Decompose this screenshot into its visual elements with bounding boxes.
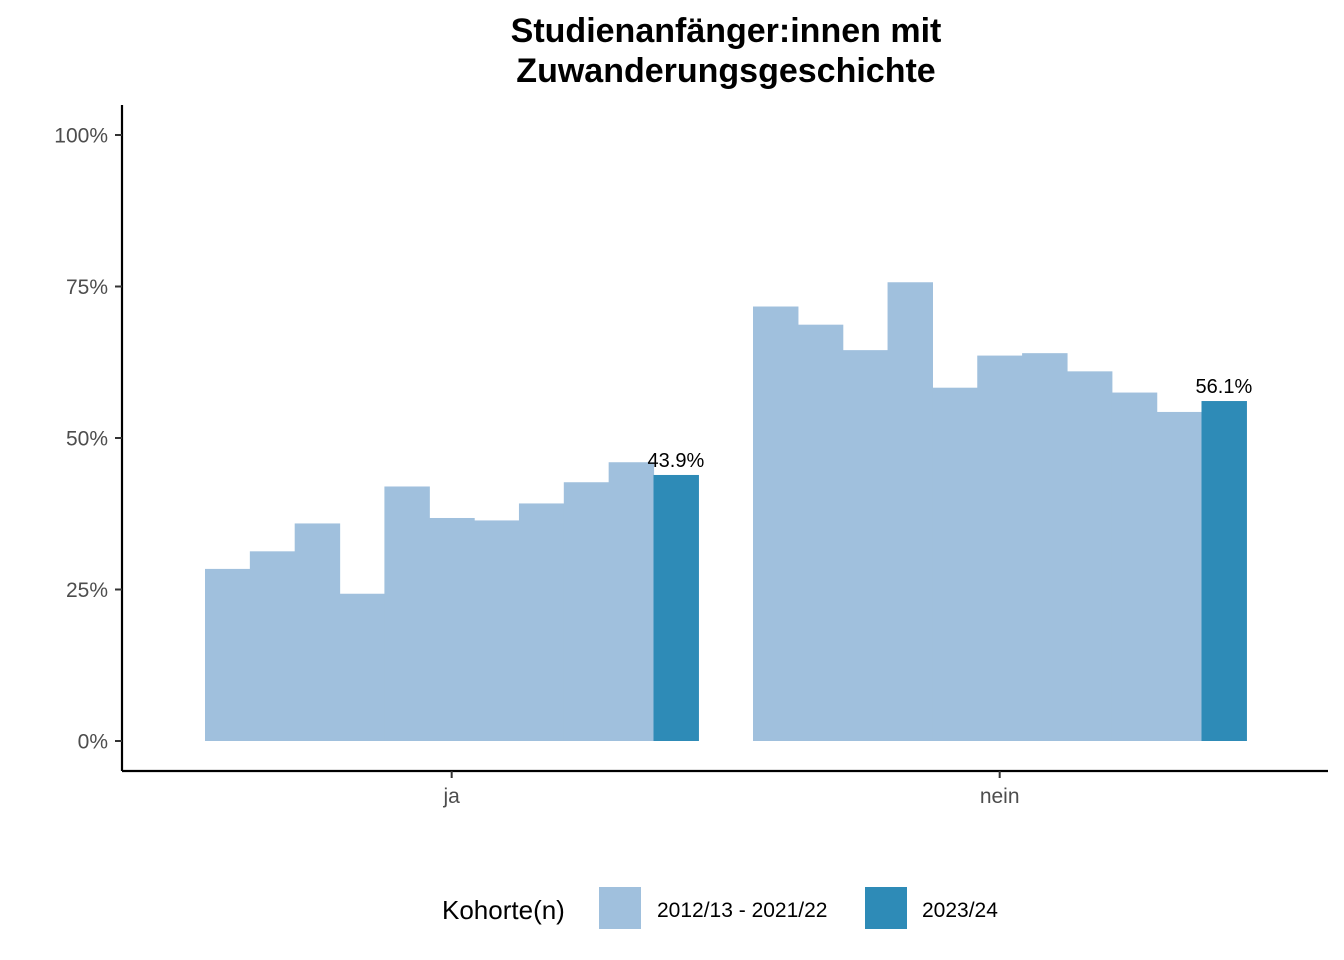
data-label-ja: 43.9% [648, 450, 705, 472]
y-tick-label-3: 75% [66, 276, 108, 299]
y-tick-label-2: 50% [66, 428, 108, 451]
y-axis: 0% 25% 50% 75% 100% [54, 105, 124, 771]
bar-nein-historic-8 [1111, 392, 1158, 741]
bar-ja-historic-7 [518, 503, 565, 741]
bar-nein-historic-7 [1066, 371, 1113, 741]
legend-key-current [865, 887, 907, 929]
bar-ja-historic-1 [249, 551, 296, 741]
chart-title-line-2: Zuwanderungsgeschichte [516, 52, 935, 90]
bar-nein-historic-6 [1022, 353, 1068, 741]
y-tick-label-4: 100% [54, 125, 108, 148]
bar-nein-historic-9 [1156, 411, 1203, 741]
y-tick-label-0: 0% [78, 731, 108, 754]
bar-nein-historic-5 [977, 355, 1023, 741]
bar-ja-historic-2 [294, 523, 341, 741]
bar-ja-historic-9 [608, 462, 655, 741]
bar-nein-historic-0 [753, 306, 799, 741]
bar-ja-historic-6 [474, 520, 520, 741]
bar-ja-historic-4 [384, 486, 430, 741]
legend-title: Kohorte(n) [442, 895, 565, 925]
legend-label-historic: 2012/13 - 2021/22 [657, 899, 827, 922]
legend-label-current: 2023/24 [922, 899, 998, 922]
x-tick-label-ja: ja [442, 785, 460, 808]
bar-nein-historic-2 [842, 350, 889, 741]
chart-title-line-1: Studienanfänger:innen mit [511, 12, 942, 50]
bar-nein-historic-1 [797, 324, 844, 741]
bar-ja-historic-8 [563, 482, 610, 741]
x-axis: ja nein [122, 769, 1328, 808]
legend-key-historic [599, 887, 641, 929]
bar-nein-historic-3 [887, 282, 933, 741]
bar-ja-historic-3 [339, 593, 385, 741]
bar-nein-historic-4 [932, 387, 978, 741]
data-label-nein: 56.1% [1196, 376, 1253, 398]
bar-ja-current-0 [653, 474, 699, 741]
bar-ja-historic-0 [205, 568, 251, 741]
bar-ja-historic-5 [429, 517, 475, 741]
legend: Kohorte(n) 2012/13 - 2021/22 2023/24 [442, 887, 998, 929]
bar-nein-current-0 [1201, 401, 1247, 741]
y-tick-label-1: 25% [66, 579, 108, 602]
bars-layer: 43.9% 56.1% [205, 282, 1252, 741]
x-tick-label-nein: nein [980, 785, 1020, 808]
